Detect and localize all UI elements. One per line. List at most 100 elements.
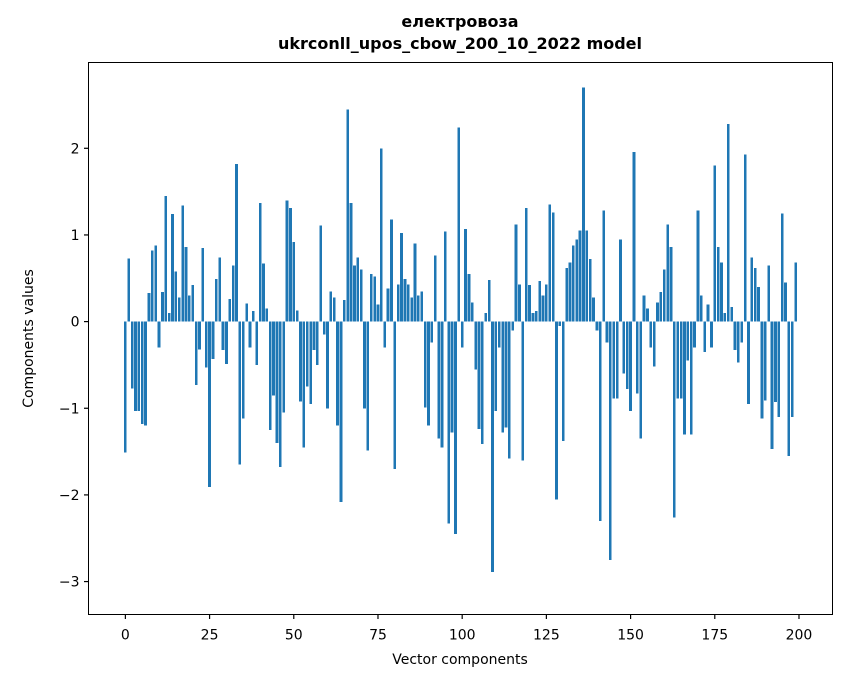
bar	[211, 321, 215, 359]
bar	[316, 321, 319, 365]
bar	[204, 321, 208, 368]
bar	[373, 276, 376, 322]
bar	[417, 295, 420, 322]
bar	[555, 321, 558, 500]
bar	[686, 321, 690, 361]
bar	[356, 257, 360, 322]
chart-title-line-2: ukrconll_upos_cbow_200_10_2022 model	[278, 34, 642, 53]
bar	[302, 321, 306, 448]
bar	[548, 204, 552, 322]
bar	[154, 245, 158, 322]
bar	[733, 321, 737, 351]
bar	[507, 321, 511, 459]
bar	[228, 299, 232, 322]
bar	[157, 321, 161, 348]
bar	[602, 210, 605, 322]
bar	[609, 321, 612, 560]
y-tick-label: 2	[71, 141, 80, 157]
bar	[423, 321, 427, 408]
bar	[763, 321, 767, 401]
bar	[625, 321, 629, 390]
bar	[433, 255, 437, 322]
bar	[150, 250, 154, 322]
bar	[538, 280, 541, 322]
bar	[551, 212, 555, 322]
bar	[757, 286, 760, 322]
bar	[605, 321, 609, 343]
y-tick-label: −1	[59, 401, 80, 417]
bar	[575, 239, 579, 322]
chart-title-line-1: електровоза	[401, 12, 518, 31]
bar	[167, 312, 171, 322]
bar	[221, 321, 225, 351]
bar	[568, 262, 572, 322]
bar	[201, 247, 205, 322]
bar	[181, 205, 184, 322]
bar	[541, 295, 545, 322]
bar	[194, 321, 198, 385]
bar	[147, 293, 151, 322]
bar	[262, 263, 265, 322]
bar	[255, 321, 259, 365]
bar	[784, 282, 787, 322]
bar	[595, 321, 599, 331]
bar	[312, 321, 316, 351]
bar	[420, 291, 424, 322]
bar	[632, 151, 636, 322]
bar	[309, 321, 312, 404]
bar	[346, 109, 350, 322]
bar	[629, 321, 632, 411]
bar	[545, 284, 548, 322]
bar	[363, 321, 366, 409]
bar	[248, 321, 252, 348]
y-tick-label: −2	[59, 488, 80, 504]
x-tick-label: 200	[786, 628, 813, 644]
bar	[652, 321, 656, 367]
bar	[427, 321, 430, 426]
bar	[558, 321, 562, 326]
bar	[177, 297, 181, 322]
bar	[592, 297, 595, 322]
bar	[258, 202, 262, 322]
bar	[578, 230, 582, 322]
bar	[164, 195, 168, 322]
bar	[699, 295, 703, 322]
bar	[319, 225, 323, 322]
bar	[386, 288, 390, 322]
bar	[275, 321, 279, 443]
bar	[649, 321, 653, 348]
bar	[400, 233, 403, 322]
bar	[140, 321, 144, 424]
x-tick-label: 25	[201, 628, 219, 644]
bar	[794, 262, 797, 322]
bar	[127, 258, 131, 322]
bar	[454, 321, 457, 534]
bar	[470, 302, 474, 322]
bar	[282, 321, 286, 413]
bar	[124, 321, 127, 453]
bar	[329, 291, 333, 322]
bar	[252, 311, 255, 322]
bar	[740, 321, 744, 343]
bar	[299, 321, 302, 402]
bar	[332, 297, 336, 322]
bar	[245, 303, 248, 322]
bar	[693, 321, 696, 348]
bar	[659, 292, 663, 322]
bar	[342, 299, 346, 322]
x-tick-label: 175	[701, 628, 728, 644]
bar	[134, 321, 137, 411]
bar	[406, 284, 410, 322]
bar	[777, 321, 781, 417]
bar	[467, 273, 471, 322]
bar	[191, 285, 195, 322]
bar	[726, 124, 730, 322]
bar	[504, 321, 508, 428]
x-tick-label: 150	[617, 628, 644, 644]
x-tick-label: 100	[449, 628, 476, 644]
bar	[383, 321, 387, 348]
bar	[349, 202, 353, 322]
x-axis-label: Vector components	[392, 652, 528, 668]
bars-group	[124, 87, 797, 573]
